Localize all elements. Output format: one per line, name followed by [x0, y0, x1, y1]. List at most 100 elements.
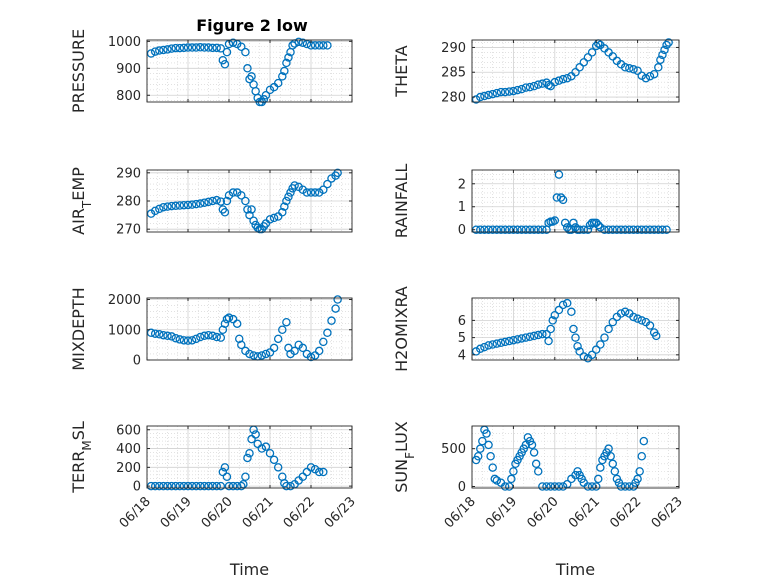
data-point: [310, 188, 320, 197]
data-point: [651, 331, 661, 341]
data-point: [596, 223, 605, 232]
data-point: [509, 467, 518, 476]
data-point: [306, 463, 316, 472]
data-point: [167, 481, 176, 491]
data-point: [616, 225, 626, 234]
data-point: [323, 328, 332, 338]
data-point: [208, 43, 217, 53]
data-point: [273, 78, 283, 88]
data-point: [562, 73, 572, 83]
data-point: [645, 225, 655, 234]
data-point: [280, 66, 289, 76]
data-point: [492, 476, 502, 485]
data-point: [261, 442, 271, 451]
data-point: [575, 225, 584, 234]
data-point: [629, 65, 638, 74]
data-point: [204, 481, 213, 491]
data-point: [171, 481, 180, 491]
data-point: [637, 451, 646, 461]
data-point: [187, 200, 197, 209]
data-point: [496, 225, 506, 234]
data-point: [196, 43, 205, 52]
data-point: [196, 481, 205, 491]
axes-box: [146, 39, 353, 103]
data-point: [639, 436, 649, 446]
data-point: [550, 216, 560, 225]
data-point: [505, 225, 514, 234]
data-point: [604, 444, 613, 453]
y-tick-label: 280: [116, 195, 141, 210]
data-point: [488, 225, 497, 234]
figure-title: Figure 2 low: [196, 16, 308, 35]
data-point: [533, 467, 543, 476]
data-point: [509, 225, 518, 234]
data-point: [191, 334, 201, 344]
data-point: [163, 45, 172, 54]
data-point: [505, 336, 514, 346]
data-point: [608, 459, 618, 469]
data-point: [591, 218, 601, 228]
data-point: [191, 481, 201, 491]
grid: [471, 298, 680, 360]
data-point: [259, 95, 269, 104]
data-point: [183, 481, 193, 491]
data-point: [175, 481, 185, 491]
data-point: [196, 199, 205, 208]
data-point: [302, 188, 312, 197]
data-point: [492, 88, 502, 98]
y-tick-label: 2: [458, 177, 466, 192]
axes-box: [471, 425, 680, 489]
data-series: [471, 38, 673, 104]
data-point: [517, 84, 526, 94]
y-tick-label: 0: [133, 354, 141, 369]
data-point: [243, 453, 252, 463]
data-point: [150, 47, 160, 56]
data-point: [200, 198, 209, 207]
data-point: [261, 349, 271, 359]
data-point: [476, 225, 485, 234]
data-point: [284, 192, 293, 202]
data-series: [471, 298, 661, 363]
y-axis-label: THETA: [392, 45, 411, 97]
data-point: [288, 41, 297, 50]
data-point: [660, 45, 669, 55]
data-point: [521, 83, 531, 92]
data-point: [163, 331, 172, 341]
data-point: [146, 49, 156, 58]
data-point: [579, 58, 589, 67]
data-point: [245, 448, 254, 458]
grid: [146, 425, 353, 488]
data-point: [269, 343, 279, 353]
data-point: [513, 225, 522, 234]
y-axis-label: AIRTEMP: [69, 167, 94, 235]
data-point: [629, 312, 638, 322]
y-tick-label: 5: [458, 331, 466, 346]
data-point: [649, 225, 659, 234]
data-point: [664, 38, 673, 47]
y-tick-label: 500: [441, 442, 466, 457]
data-point: [191, 199, 201, 209]
data-point: [155, 330, 164, 339]
data-point: [282, 196, 291, 206]
data-point: [237, 340, 246, 350]
data-point: [273, 463, 283, 472]
data-point: [608, 317, 618, 327]
data-point: [527, 440, 537, 450]
data-point: [294, 37, 303, 47]
data-point: [567, 307, 576, 317]
data-point: [649, 69, 659, 79]
data-point: [220, 319, 230, 328]
grid: [471, 40, 680, 103]
data-point: [159, 330, 168, 340]
data-point: [521, 333, 531, 342]
data-point: [241, 47, 250, 57]
data-point: [538, 79, 547, 88]
data-point: [476, 444, 485, 453]
data-point: [314, 41, 324, 50]
data-point: [286, 188, 295, 197]
data-point: [484, 440, 493, 450]
x-axis-label: Time: [229, 560, 269, 579]
data-point: [620, 482, 630, 491]
data-point: [290, 181, 299, 190]
data-point: [507, 474, 516, 484]
